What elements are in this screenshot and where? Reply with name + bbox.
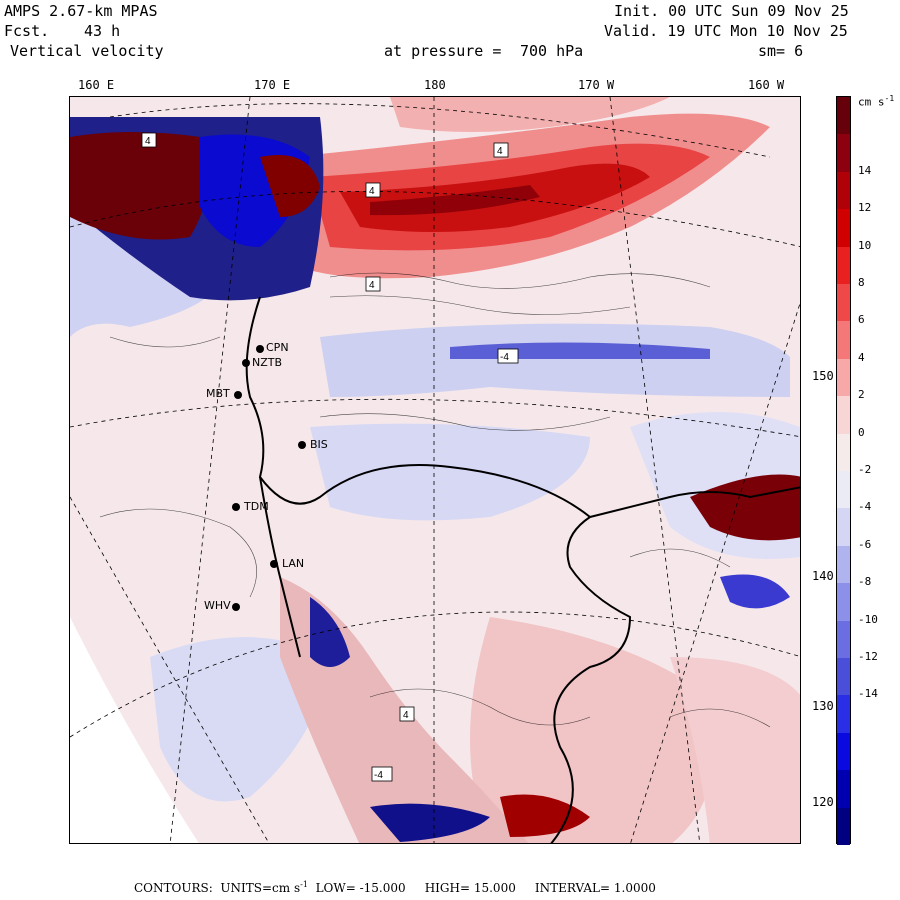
- colorbar-tick-label: 8: [858, 276, 865, 289]
- contour-label: -4: [374, 770, 383, 781]
- colorbar-segment: [837, 620, 850, 659]
- colorbar-tick-label: 12: [858, 201, 872, 215]
- colorbar-tick-label: -4: [858, 500, 872, 514]
- colorbar-segment: [837, 321, 850, 360]
- contour-label: 4: [497, 146, 503, 157]
- colorbar-segment: [837, 545, 850, 584]
- station-label-lan: LAN: [282, 557, 305, 570]
- vertical-velocity-map: 4 4 4 4 4 -4 -4: [70, 97, 800, 843]
- colorbar-segment: [837, 471, 850, 509]
- colorbar-tick-label: 10: [858, 238, 872, 252]
- model-title: AMPS 2.67-km MPAS: [4, 2, 158, 20]
- colorbar-tick-label: 6: [858, 313, 865, 327]
- contour-label: 4: [403, 710, 409, 721]
- colorbar-segment: [837, 97, 850, 135]
- colorbar-tick-label: -10: [858, 612, 878, 626]
- station-label-mbt: MBT: [206, 387, 230, 400]
- valid-time: Valid. 19 UTC Mon 10 Nov 25: [604, 22, 848, 40]
- contour-label: 4: [369, 186, 375, 197]
- colorbar-segment: [837, 433, 850, 472]
- colorbar-segment: [837, 171, 850, 210]
- colorbar-tick-label: -6: [858, 537, 872, 551]
- colorbar-tick-label: 0: [858, 425, 865, 439]
- station-label-whv: WHV: [204, 599, 231, 612]
- colorbar-segment: [837, 246, 850, 285]
- colorbar-segment: [837, 508, 850, 547]
- contour-label: 4: [369, 280, 375, 291]
- colorbar-segment: [837, 732, 850, 771]
- station-label-cpn: CPN: [266, 341, 289, 354]
- lon-label: 160 W: [748, 78, 785, 92]
- lon-label: 170 W: [578, 78, 615, 92]
- colorbar-segment: [837, 358, 850, 397]
- station-dot: [270, 560, 278, 568]
- colorbar-segment: [837, 209, 850, 248]
- map-panel: 4 4 4 4 4 -4 -4 CPN NZTB MBT BIS TDM LAN…: [69, 96, 801, 844]
- contour-label: 4: [145, 136, 151, 147]
- station-dot: [232, 603, 240, 611]
- station-dot: [298, 441, 306, 449]
- colorbar-tick-label: -8: [858, 575, 872, 589]
- lon-label: 160 E: [78, 78, 115, 92]
- station-label-nztb: NZTB: [252, 356, 283, 369]
- smoothing-value: sm= 6: [758, 42, 804, 60]
- colorbar-segment: [837, 134, 850, 173]
- colorbar-segment: [837, 284, 850, 322]
- colorbar-tick-label: -14: [858, 687, 878, 701]
- pressure-value: 700 hPa: [520, 42, 584, 60]
- field-name: Vertical velocity: [10, 42, 164, 60]
- colorbar-segment: [837, 583, 850, 622]
- colorbar-tick-label: 2: [858, 388, 865, 402]
- colorbar-segment: [837, 658, 850, 696]
- station-label-bis: BIS: [310, 438, 328, 451]
- station-dot: [234, 391, 242, 399]
- colorbar-unit: cm s-1: [858, 94, 895, 109]
- lon-label: 180: [424, 78, 446, 92]
- colorbar-segment: [837, 695, 850, 734]
- colorbar-tick-label: 14: [858, 163, 872, 177]
- contour-info: CONTOURS: UNITS=cm s-1 LOW= -15.000 HIGH…: [134, 880, 656, 895]
- pressure-label: at pressure =: [384, 42, 502, 60]
- contour-label: -4: [500, 352, 509, 363]
- forecast-label: Fcst.: [4, 22, 50, 40]
- lon-label: 170 E: [254, 78, 291, 92]
- colorbar-segment: [837, 396, 850, 435]
- colorbar-tick-label: -12: [858, 650, 878, 663]
- forecast-hour: 43 h: [84, 22, 121, 40]
- station-dot: [256, 345, 264, 353]
- station-label-tdm: TDM: [244, 500, 269, 513]
- station-dot: [232, 503, 240, 511]
- colorbar-tick-label: 4: [858, 350, 865, 364]
- station-dot: [242, 359, 250, 367]
- colorbar-segment: [837, 770, 850, 809]
- colorbar-tick-label: -2: [858, 463, 872, 476]
- init-time: Init. 00 UTC Sun 09 Nov 25: [614, 2, 849, 20]
- colorbar: [836, 96, 851, 846]
- colorbar-segment: [837, 807, 850, 846]
